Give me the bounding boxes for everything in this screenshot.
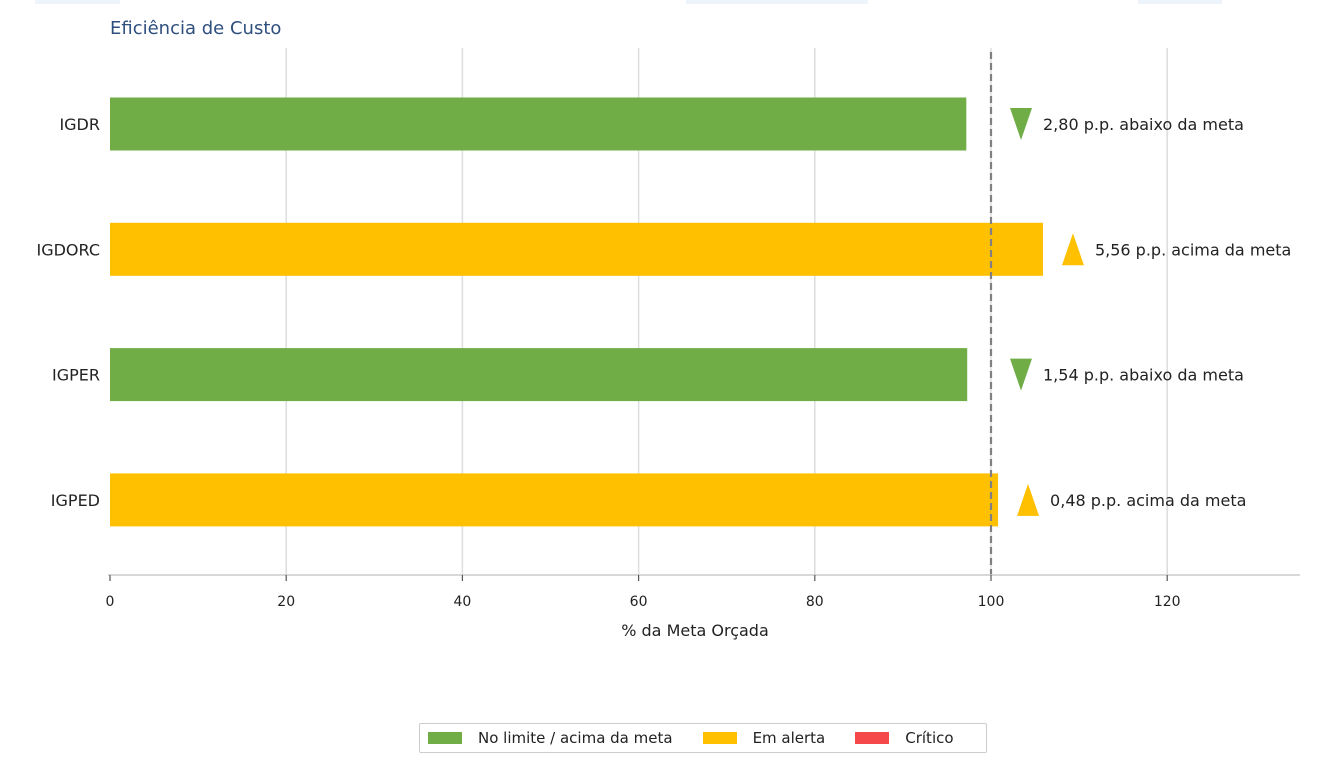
legend-item-alert: Em alerta — [702, 729, 826, 747]
x-tick-label: 80 — [806, 594, 824, 610]
chart-title: Eficiência de Custo — [110, 18, 282, 39]
category-label: IGPED — [51, 491, 100, 510]
top-strip-left — [35, 0, 120, 4]
bar — [110, 473, 999, 527]
bar — [110, 348, 968, 402]
annotation-label: 5,56 p.p. acima da meta — [1095, 240, 1291, 259]
triangle-down-icon — [1010, 358, 1032, 391]
triangle-up-icon — [1061, 233, 1084, 266]
bar — [110, 97, 967, 151]
x-tick-label: 60 — [630, 594, 648, 610]
legend-swatch-ok — [428, 732, 462, 744]
legend: No limite / acima da meta Em alerta Crít… — [419, 723, 987, 753]
x-tick-label: 100 — [978, 594, 1005, 610]
bar — [110, 222, 1043, 276]
category-label: IGPER — [52, 366, 100, 385]
x-tick-label: 40 — [453, 594, 471, 610]
legend-item-ok: No limite / acima da meta — [428, 729, 673, 747]
legend-swatch-critical — [855, 732, 890, 744]
legend-item-critical: Crítico — [855, 729, 954, 747]
legend-label-critical: Crítico — [905, 729, 954, 747]
legend-label-ok: No limite / acima da meta — [478, 729, 673, 747]
triangle-down-icon — [1010, 108, 1032, 140]
category-label: IGDORC — [36, 240, 100, 259]
annotation-label: 2,80 p.p. abaixo da meta — [1043, 115, 1244, 134]
top-strip-right — [1138, 0, 1222, 4]
x-tick-label: 0 — [106, 594, 115, 610]
annotation-label: 0,48 p.p. acima da meta — [1050, 491, 1246, 510]
legend-swatch-alert — [702, 732, 737, 744]
triangle-up-icon — [1017, 483, 1040, 516]
x-tick-label: 20 — [277, 594, 295, 610]
legend-label-alert: Em alerta — [752, 729, 826, 747]
x-axis-label: % da Meta Orçada — [621, 621, 769, 640]
bar-chart: IGDR IGDORC IGPER IGPED 2,80 p.p. abaixo da … — [36, 48, 1300, 640]
top-strip-middle — [686, 0, 868, 4]
x-tick-label: 120 — [1154, 594, 1181, 610]
category-label: IGDR — [59, 115, 100, 134]
annotation-label: 1,54 p.p. abaixo da meta — [1043, 366, 1244, 385]
